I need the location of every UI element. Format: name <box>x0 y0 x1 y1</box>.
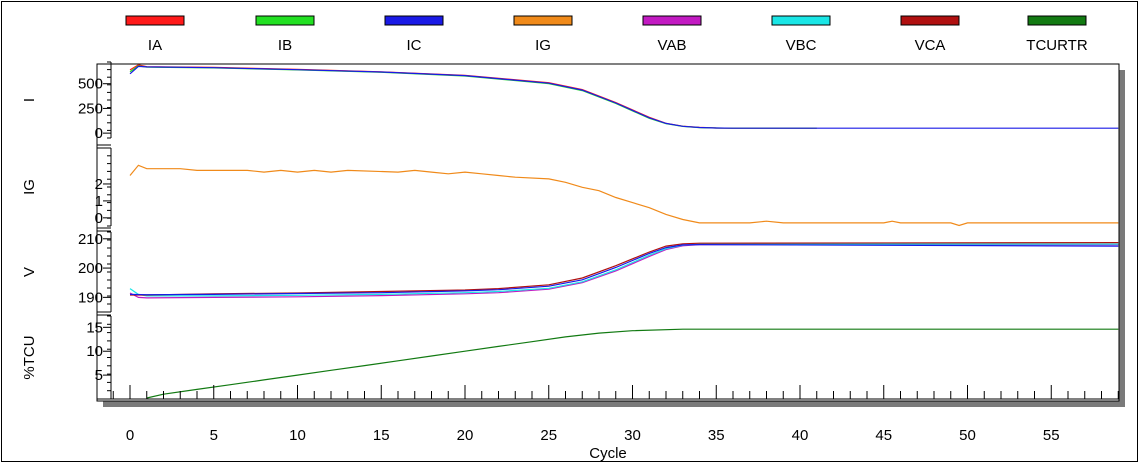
y-axis-title: V <box>21 267 38 277</box>
legend-label: IC <box>407 37 422 54</box>
x-tick-label: 45 <box>875 427 892 444</box>
legend-swatch <box>514 16 572 25</box>
y-tick-label: 500 <box>78 76 103 93</box>
y-tick-label: 200 <box>78 260 103 277</box>
y-tick-label: 210 <box>78 231 103 248</box>
y-tick-label: 10 <box>86 343 103 360</box>
legend-label: IB <box>278 37 292 54</box>
legend-swatch <box>1028 16 1086 25</box>
x-tick-label: 50 <box>959 427 976 444</box>
legend-swatch <box>385 16 443 25</box>
x-tick-label: 15 <box>373 427 390 444</box>
x-axis-title: Cycle <box>589 445 627 462</box>
x-tick-label: 25 <box>540 427 557 444</box>
legend-swatch <box>772 16 830 25</box>
legend-label: TCURTR <box>1026 37 1088 54</box>
legend-swatch <box>126 16 184 25</box>
x-tick-label: 5 <box>210 427 218 444</box>
legend-label: VCA <box>915 37 946 54</box>
x-tick-label: 30 <box>624 427 641 444</box>
legend-label: VAB <box>658 37 687 54</box>
legend-swatch <box>901 16 959 25</box>
x-tick-label: 0 <box>126 427 134 444</box>
y-tick-label: 250 <box>78 100 103 117</box>
y-tick-label: 0 <box>95 210 103 227</box>
y-axis-title: IG <box>21 179 38 195</box>
y-axis-title: I <box>21 98 38 102</box>
y-tick-label: 1 <box>95 193 103 210</box>
y-tick-label: 190 <box>78 289 103 306</box>
legend-label: IG <box>535 37 551 54</box>
plot-area <box>97 64 1119 401</box>
y-tick-label: 2 <box>95 176 103 193</box>
x-tick-label: 35 <box>708 427 725 444</box>
x-tick-label: 40 <box>792 427 809 444</box>
x-tick-label: 55 <box>1043 427 1060 444</box>
legend-label: IA <box>148 37 162 54</box>
y-tick-label: 5 <box>95 367 103 384</box>
x-tick-label: 20 <box>457 427 474 444</box>
legend-swatch <box>256 16 314 25</box>
legend-swatch <box>643 16 701 25</box>
y-tick-label: 15 <box>86 319 103 336</box>
x-tick-label: 10 <box>289 427 306 444</box>
y-tick-label: 0 <box>95 125 103 142</box>
y-axis-title: %TCU <box>21 335 38 379</box>
legend-label: VBC <box>786 37 817 54</box>
